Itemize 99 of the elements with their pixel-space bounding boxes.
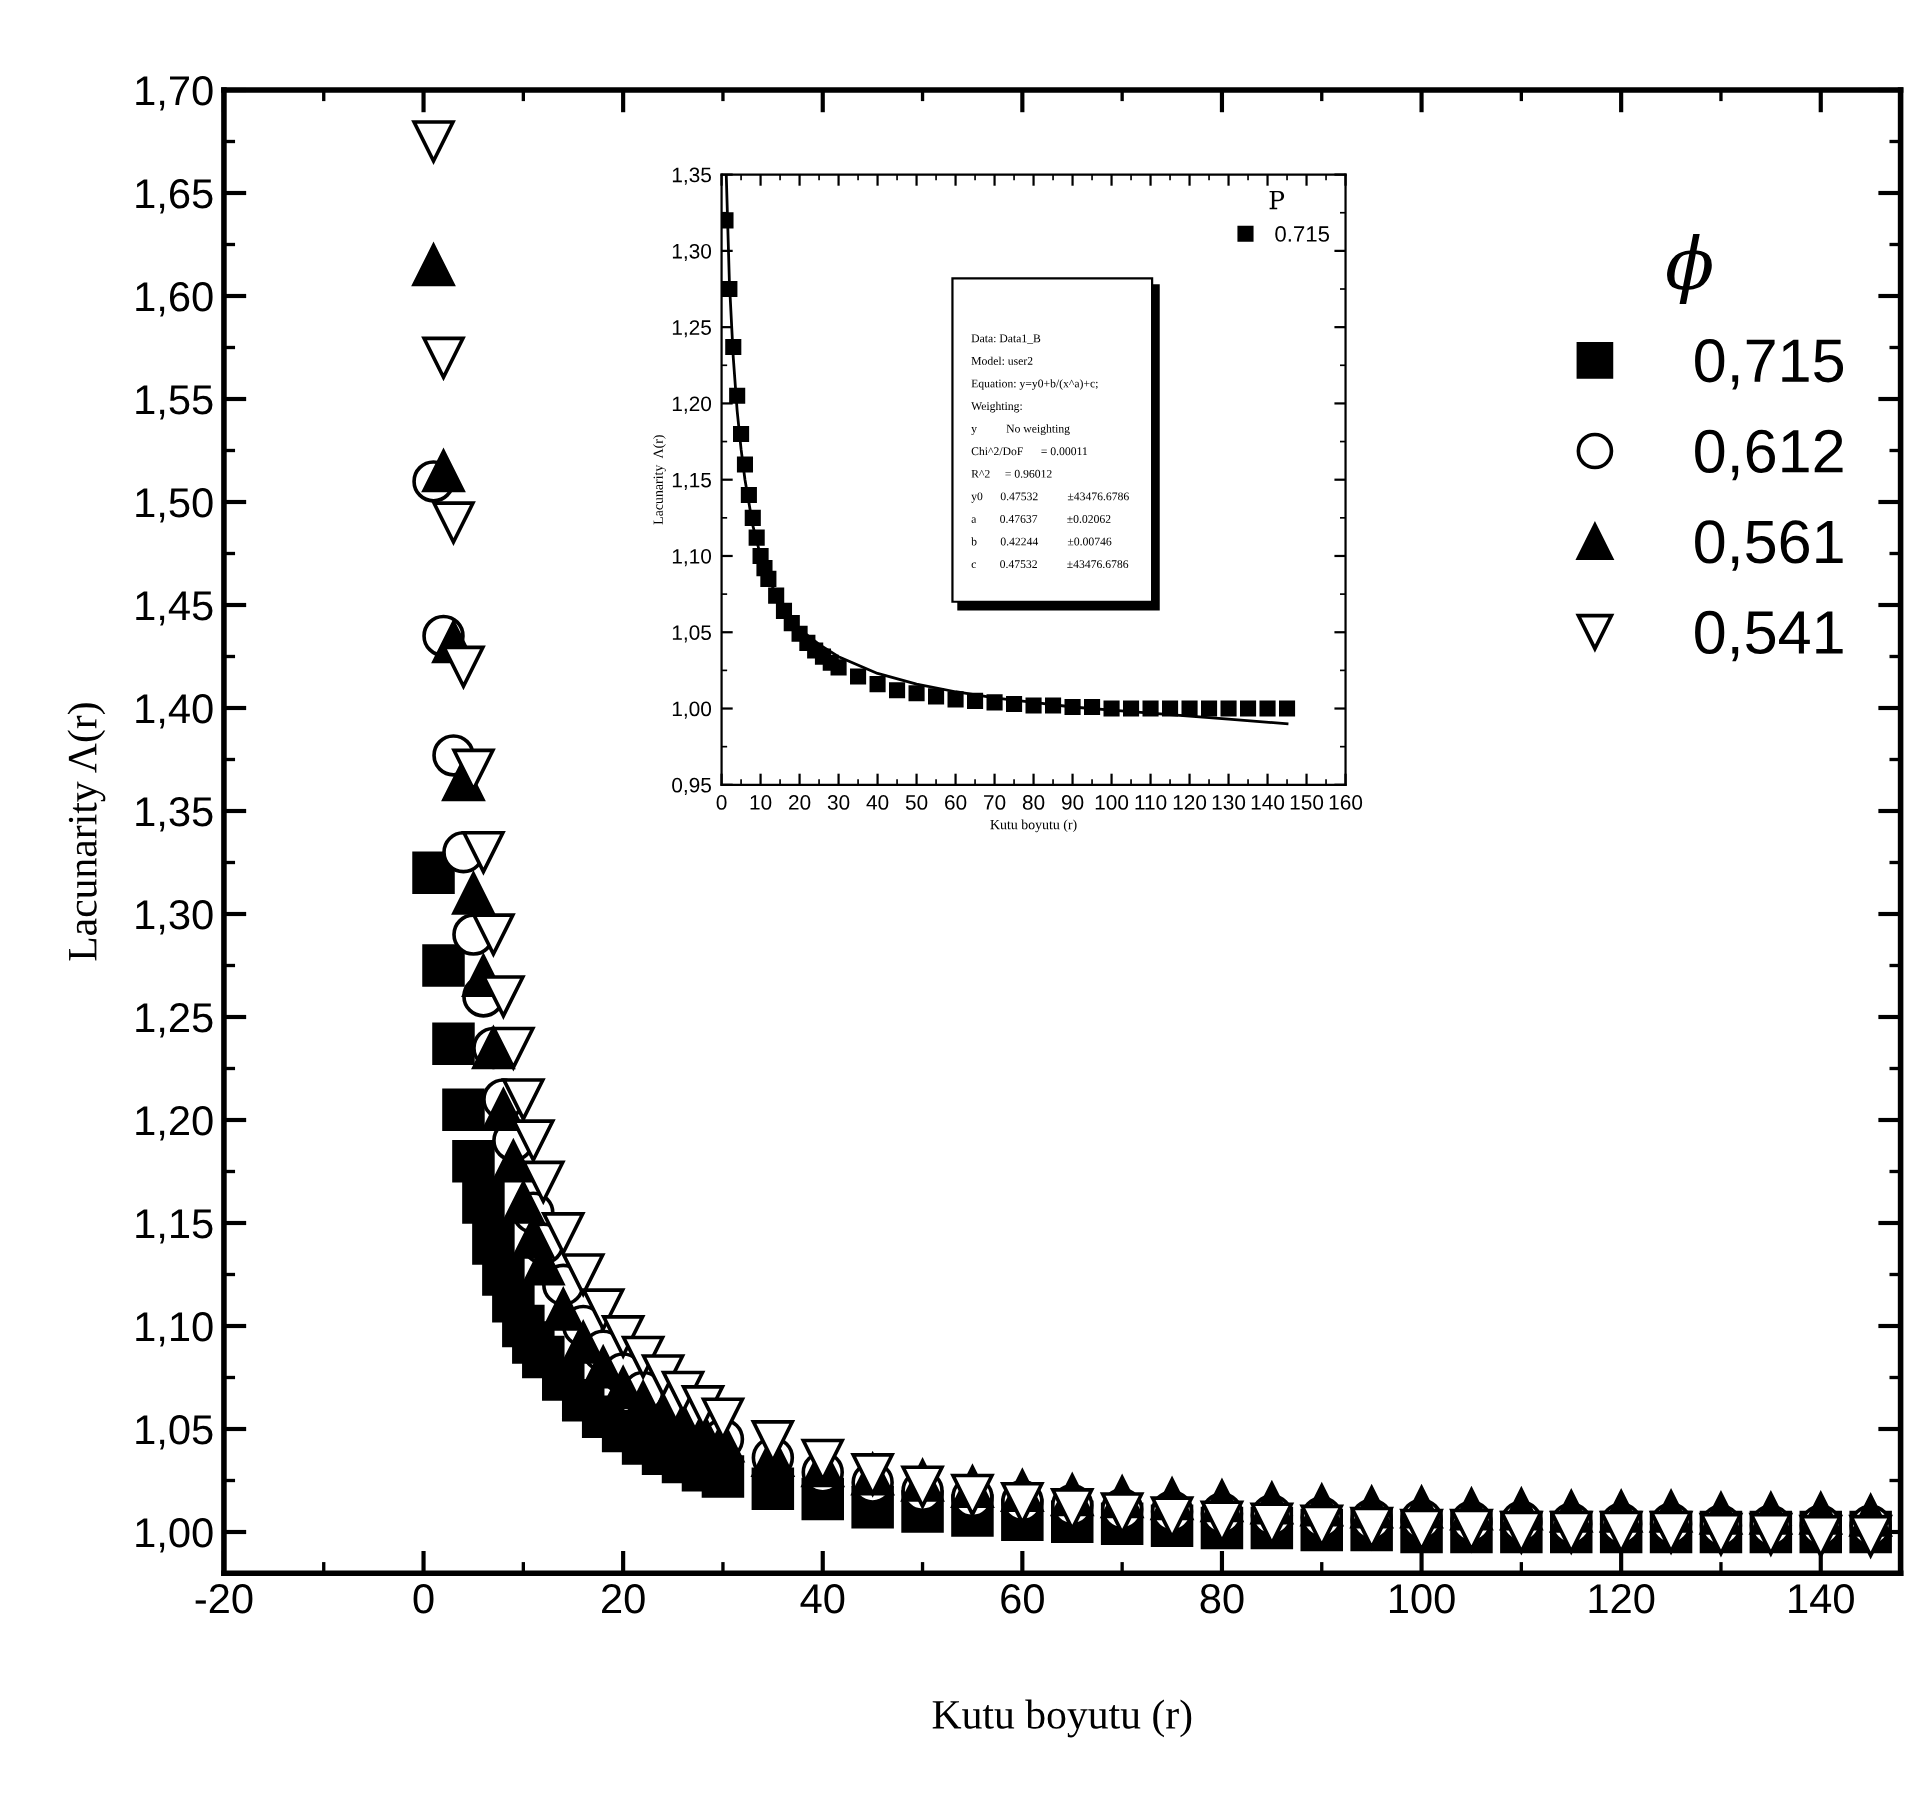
y-tick-label: 1,50 [136, 488, 213, 523]
point [512, 1119, 555, 1162]
point [412, 851, 455, 895]
x-tick-label: 150 [1290, 795, 1324, 810]
point [1103, 700, 1120, 717]
y-tick-label: 1,35 [136, 797, 213, 832]
point [850, 668, 867, 685]
x-tick-label: 90 [1061, 795, 1084, 810]
point [1220, 700, 1237, 717]
y-tick-label: 1,30 [672, 243, 712, 262]
y-tick-label: 1,25 [672, 320, 711, 338]
x-tick-label: 0 [716, 795, 727, 810]
point [542, 1288, 585, 1331]
point [928, 688, 945, 705]
point [542, 1212, 585, 1255]
point [492, 1139, 535, 1183]
point [502, 1078, 545, 1121]
point [462, 830, 505, 874]
y-tick-label: 1,55 [136, 385, 213, 420]
point [1239, 700, 1257, 717]
point [1259, 700, 1276, 717]
x-tick-label: 80 [1200, 1584, 1244, 1614]
x-tick-label: 20 [602, 1584, 645, 1614]
x-tick-label: 100 [1389, 1584, 1455, 1614]
point [452, 872, 495, 915]
y-tick-label: 1,05 [672, 625, 711, 643]
y-tick-label: 1,15 [136, 1209, 213, 1244]
x-tick-label: 70 [984, 795, 1006, 810]
point [422, 944, 465, 987]
y-tick-label: 1,20 [672, 396, 712, 414]
y-tick-label: 1,70 [136, 76, 213, 111]
x-tick-label: 20 [789, 795, 811, 810]
y-tick-label: 1,05 [136, 1415, 213, 1450]
point [412, 243, 455, 287]
x-tick-label: 80 [1022, 795, 1045, 810]
point [422, 449, 465, 493]
y-tick-label: 1,00 [672, 701, 712, 719]
point [422, 336, 465, 380]
y-tick-label: 1,00 [136, 1518, 213, 1553]
point [889, 682, 906, 699]
point [452, 1139, 495, 1183]
y-axis-title: Lacunarity Λ(r) [67, 703, 106, 961]
x-tick-label: 40 [800, 1584, 845, 1614]
x-tick-label: 10 [750, 795, 772, 810]
legend-label: 0,612 [1695, 429, 1843, 481]
x-tick-label: 140 [1251, 795, 1285, 810]
x-tick-label: -20 [195, 1584, 253, 1614]
point [462, 1181, 505, 1224]
legend-title: ϕ [1667, 233, 1712, 304]
x-tick-label: 160 [1329, 795, 1363, 810]
y-tick-label: 0,95 [672, 777, 711, 796]
x-tick-label: 60 [1001, 1584, 1044, 1614]
point [1201, 700, 1218, 717]
legend-label: 0,561 [1695, 520, 1843, 571]
x-tick-label: 130 [1212, 795, 1246, 810]
point [432, 1022, 475, 1066]
x-tick-label: 40 [866, 795, 889, 810]
x-tick-label: 50 [905, 795, 928, 810]
y-tick-label: 1,45 [136, 591, 213, 626]
y-tick-label: 1,20 [136, 1106, 213, 1141]
legend-label: 0,541 [1695, 610, 1843, 662]
point [1278, 700, 1296, 717]
point [412, 120, 455, 163]
y-tick-label: 1,30 [136, 900, 213, 935]
y-tick-label: 1,60 [136, 282, 213, 317]
x-tick-label: 30 [827, 795, 850, 810]
point [581, 1288, 625, 1331]
point [561, 1253, 605, 1296]
x-tick-label: 0 [413, 1584, 434, 1614]
point [492, 1026, 535, 1070]
x-tick-label: 140 [1789, 1584, 1854, 1614]
point [1142, 700, 1159, 717]
legend-label: 0,715 [1695, 339, 1844, 390]
y-tick-label: 1,10 [136, 1312, 213, 1347]
point [1181, 700, 1198, 717]
y-tick-label: 1,10 [672, 548, 712, 567]
y-tick-label: 1,25 [136, 1003, 213, 1038]
x-tick-label: 100 [1095, 795, 1129, 810]
x-axis-title: Kutu boyutu (r) [932, 1699, 1192, 1738]
point [432, 501, 475, 544]
point [869, 676, 886, 693]
legend-title: P [1269, 190, 1285, 210]
point [482, 975, 525, 1018]
point [522, 1160, 565, 1204]
x-tick-label: 120 [1173, 795, 1207, 810]
x-tick-label: 120 [1589, 1584, 1655, 1614]
point [442, 1088, 485, 1131]
point [830, 659, 847, 676]
x-tick-label: 110 [1135, 795, 1167, 810]
point [472, 913, 515, 956]
point [908, 685, 925, 702]
x-tick-label: 60 [945, 795, 967, 810]
y-tick-label: 1,65 [136, 179, 213, 214]
legend-label: 0.715 [1275, 226, 1330, 242]
y-tick-label: 1,15 [672, 472, 711, 490]
point [1123, 700, 1140, 717]
y-tick-label: 1,35 [672, 167, 711, 185]
y-tick-label: 1,40 [136, 694, 213, 729]
point [502, 1181, 545, 1224]
